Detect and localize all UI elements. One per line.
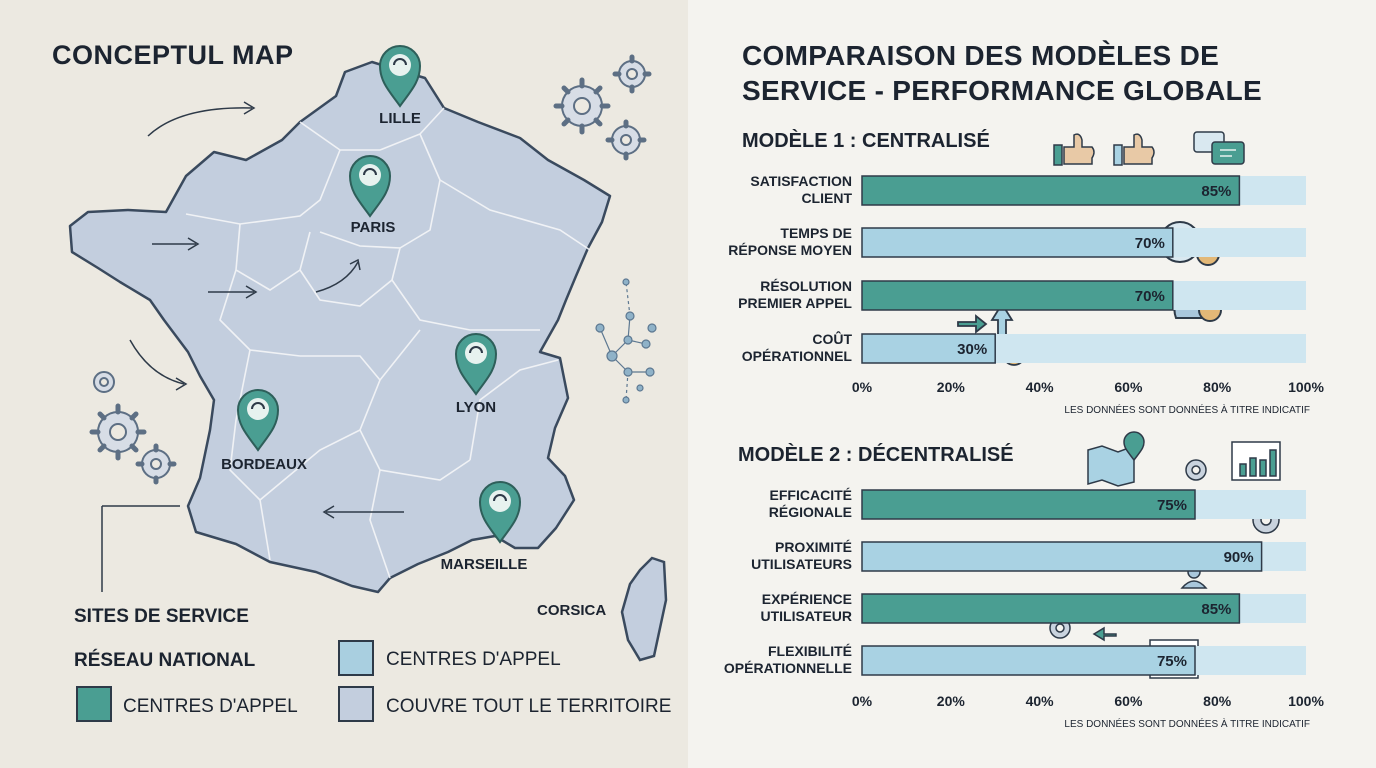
chat-bubbles-icon xyxy=(1193,131,1245,165)
bar-value-label: 30% xyxy=(957,341,987,358)
category-label: TEMPS DE xyxy=(780,225,852,241)
category-label: EXPÉRIENCE xyxy=(762,591,852,607)
legend-network: RÉSEAU NATIONAL xyxy=(74,650,256,671)
region-borders xyxy=(185,107,591,579)
flow-arrows xyxy=(101,101,404,592)
map-pin-icon xyxy=(1087,431,1145,487)
category-label: CLIENT xyxy=(801,190,852,206)
x-tick-label: 100% xyxy=(1288,379,1324,395)
x-tick-label: 0% xyxy=(852,379,873,395)
category-label: OPÉRATIONNELLE xyxy=(724,660,852,676)
category-label: PREMIER APPEL xyxy=(738,295,852,311)
chart-title: COMPARAISON DES MODÈLES DE SERVICE - PER… xyxy=(742,40,1263,106)
x-tick-label: 80% xyxy=(1203,379,1232,395)
map-title: CONCEPTUL MAP xyxy=(52,40,294,70)
city-label-lille: LILLE xyxy=(379,110,421,127)
x-tick-label: 20% xyxy=(937,379,966,395)
category-label: FLEXIBILITÉ xyxy=(768,643,852,659)
bar xyxy=(861,541,1263,572)
category-label: PROXIMITÉ xyxy=(775,539,852,555)
city-label-paris: PARIS xyxy=(350,219,396,236)
bar-value-label: 70% xyxy=(1135,235,1165,252)
x-tick-label: 0% xyxy=(852,693,873,709)
thumbs-up-icon xyxy=(1053,133,1155,166)
model-1-title: MODÈLE 1 : CENTRALISÉ xyxy=(742,130,990,152)
bar-value-label: 85% xyxy=(1201,601,1231,618)
bar-value-label: 75% xyxy=(1157,497,1187,514)
category-label: SATISFACTION xyxy=(750,173,852,189)
x-tick-label: 40% xyxy=(1026,693,1055,709)
category-label: RÉSOLUTION xyxy=(760,278,852,294)
category-label: RÉPONSE MOYEN xyxy=(728,242,852,258)
back-arrow-icon xyxy=(1092,626,1117,642)
legend-sites: SITES DE SERVICE xyxy=(74,606,249,627)
bar xyxy=(861,227,1174,258)
france-shape xyxy=(68,60,612,594)
category-label: UTILISATEUR xyxy=(760,608,852,624)
category-label: OPÉRATIONNEL xyxy=(742,348,853,364)
legend-call-centers-1: CENTRES D'APPEL xyxy=(123,696,298,717)
legend-swatch-call-centers xyxy=(338,640,374,676)
chart-note: LES DONNÉES SONT DONNÉES À TITRE INDICAT… xyxy=(1064,403,1310,416)
city-label-marseille: MARSEILLE xyxy=(440,556,528,573)
bar-value-label: 85% xyxy=(1201,183,1231,200)
x-tick-label: 60% xyxy=(1114,379,1143,395)
bar-value-label: 75% xyxy=(1157,653,1187,670)
legend-coverage: COUVRE TOUT LE TERRITOIRE xyxy=(386,696,672,717)
bar-value-label: 70% xyxy=(1135,288,1165,305)
france-map xyxy=(68,45,668,719)
x-tick-label: 20% xyxy=(937,693,966,709)
city-label-lyon: LYON xyxy=(455,399,497,416)
legend-call-centers-2: CENTRES D'APPEL xyxy=(386,649,561,670)
bar xyxy=(861,280,1174,311)
category-label: UTILISATEURS xyxy=(751,556,852,572)
chart-note: LES DONNÉES SONT DONNÉES À TITRE INDICAT… xyxy=(1064,717,1310,730)
legend-swatch-coverage xyxy=(338,686,374,722)
chart-panel xyxy=(688,0,1376,768)
bar xyxy=(861,333,996,364)
category-label: COÛT xyxy=(812,330,852,347)
bar xyxy=(861,175,1241,206)
corsica-shape xyxy=(620,556,668,662)
city-label-bordeaux: BORDEAUX xyxy=(221,456,307,473)
model-2-title: MODÈLE 2 : DÉCENTRALISÉ xyxy=(738,444,1014,466)
network-icon xyxy=(595,278,657,404)
x-tick-label: 100% xyxy=(1288,693,1324,709)
x-tick-label: 60% xyxy=(1114,693,1143,709)
gear-teeth xyxy=(89,54,652,485)
location-pin-icon xyxy=(236,45,522,544)
corsica-label: CORSICA xyxy=(537,602,607,619)
x-tick-label: 40% xyxy=(1026,379,1055,395)
bar xyxy=(861,489,1196,520)
x-tick-label: 80% xyxy=(1203,693,1232,709)
bar xyxy=(861,645,1196,676)
legend-swatch-teal xyxy=(76,686,112,722)
bar-value-label: 90% xyxy=(1224,549,1254,566)
category-label: RÉGIONALE xyxy=(769,504,852,520)
bar xyxy=(861,593,1241,624)
category-label: EFFICACITÉ xyxy=(770,487,852,503)
